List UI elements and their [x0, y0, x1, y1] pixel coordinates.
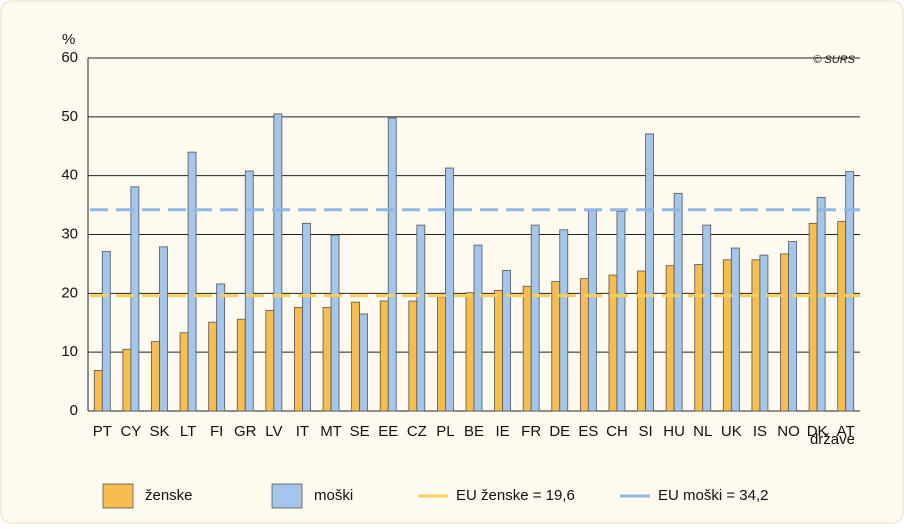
bar — [837, 221, 847, 412]
bar — [379, 300, 389, 412]
x-tick-label: AT — [837, 423, 855, 440]
x-tick-label: CH — [606, 423, 628, 440]
bar — [808, 222, 818, 412]
x-tick-label: NL — [693, 423, 712, 440]
bar — [351, 301, 361, 412]
legend-label: EU ženske = 19,6 — [456, 487, 575, 504]
x-tick-label: MT — [320, 423, 342, 440]
x-tick-label: IE — [495, 423, 509, 440]
bar — [445, 167, 454, 412]
bar — [93, 370, 103, 412]
bar — [530, 224, 540, 412]
bar — [759, 254, 769, 412]
x-tick-label: DE — [549, 423, 570, 440]
x-tick-label: IT — [296, 423, 309, 440]
bar — [302, 222, 311, 412]
bar — [559, 229, 569, 412]
bar — [473, 244, 483, 412]
bar — [122, 348, 132, 412]
bar — [702, 224, 712, 412]
bar — [845, 171, 855, 412]
bar — [322, 307, 332, 412]
x-tick-label: FI — [210, 423, 223, 440]
x-tick-label: NO — [777, 423, 800, 440]
bar — [294, 307, 303, 412]
bar — [637, 270, 646, 412]
bar — [437, 296, 446, 412]
bar — [665, 265, 675, 412]
bar — [151, 341, 160, 412]
y-tick-label: 0 — [70, 402, 78, 419]
bar — [216, 283, 226, 412]
bar — [730, 247, 740, 412]
x-axis-label: države — [810, 431, 855, 448]
y-tick-label: 30 — [61, 225, 78, 242]
x-tick-label: SK — [149, 423, 169, 440]
bar — [522, 285, 532, 412]
y-tick-label: 10 — [61, 343, 78, 360]
x-tick-label: DK — [807, 423, 828, 440]
bar — [130, 186, 140, 412]
bar — [273, 113, 283, 412]
bar — [359, 313, 369, 412]
bar — [579, 278, 589, 412]
bar — [187, 151, 197, 412]
bar — [494, 289, 503, 412]
x-tick-label: LV — [265, 423, 282, 440]
bar — [465, 292, 475, 412]
bar — [751, 259, 761, 412]
x-tick-label: LT — [180, 423, 196, 440]
y-axis-label: % — [62, 31, 75, 48]
bar — [330, 234, 340, 412]
bar — [673, 192, 683, 412]
bar — [694, 264, 704, 412]
bar — [587, 209, 597, 412]
x-tick-label: FR — [521, 423, 541, 440]
legend-swatch — [271, 483, 303, 509]
x-tick-label: SE — [350, 423, 370, 440]
bar — [387, 117, 397, 412]
bar — [265, 309, 275, 412]
x-tick-label: UK — [721, 423, 742, 440]
source: © SURS — [813, 54, 855, 66]
bar — [408, 300, 418, 412]
legend-swatch — [102, 483, 134, 509]
bar — [551, 281, 561, 412]
y-tick-label: 40 — [61, 167, 78, 184]
bar — [788, 241, 797, 412]
x-tick-label: IS — [753, 423, 767, 440]
legend-label: EU moški = 34,2 — [658, 487, 768, 504]
bar — [816, 197, 826, 412]
x-tick-label: EE — [378, 423, 398, 440]
x-tick-label: CZ — [407, 423, 427, 440]
x-tick-label: GR — [234, 423, 257, 440]
bar — [244, 170, 254, 412]
bar — [616, 211, 626, 412]
y-tick-label: 50 — [61, 108, 78, 125]
legend-label: moški — [314, 487, 353, 504]
bar — [101, 251, 111, 412]
bar — [502, 269, 511, 412]
bar — [722, 259, 732, 412]
bar — [208, 321, 218, 412]
bar — [780, 253, 789, 412]
y-tick-label: 20 — [61, 284, 78, 301]
bar — [179, 332, 189, 412]
x-tick-label: SI — [638, 423, 652, 440]
x-tick-label: PL — [436, 423, 454, 440]
bar — [159, 246, 168, 412]
bar — [416, 224, 426, 412]
x-tick-label: CY — [120, 423, 141, 440]
bar — [645, 133, 654, 412]
x-tick-label: BE — [464, 423, 484, 440]
x-tick-label: ES — [578, 423, 598, 440]
x-tick-label: PT — [93, 423, 112, 440]
y-tick-label: 60 — [61, 49, 78, 66]
legend-label: ženske — [145, 487, 193, 504]
x-tick-label: HU — [663, 423, 685, 440]
bar — [236, 318, 246, 412]
